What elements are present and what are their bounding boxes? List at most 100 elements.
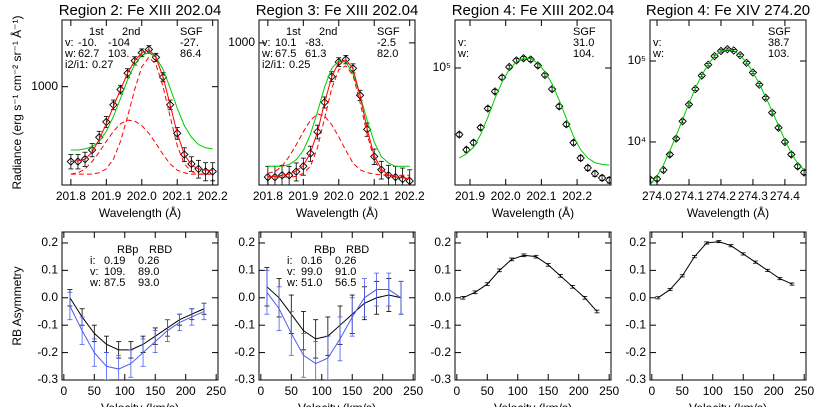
data-point xyxy=(774,123,783,132)
table-value: 0.27 xyxy=(92,59,113,71)
table-value: 62.7 xyxy=(78,48,99,60)
chart-title: Region 4: Fe XIV 274.20 xyxy=(646,2,810,19)
plot-area xyxy=(650,44,806,185)
series-line xyxy=(650,48,805,185)
x-tick-label: 201.9 xyxy=(455,189,485,203)
data-point xyxy=(590,169,600,178)
table-value: 82.0 xyxy=(377,48,398,60)
table-header: RBD xyxy=(346,244,369,256)
data-point xyxy=(723,44,732,54)
y-tick-label: -0.2 xyxy=(625,345,646,359)
data-point xyxy=(597,173,607,183)
y-tick-label: 0.2 xyxy=(629,235,646,249)
y-tick-label: 0.0 xyxy=(434,290,451,304)
table-value: 99.0 xyxy=(301,266,322,278)
table-header: SGF xyxy=(573,26,596,38)
table-value: 103. xyxy=(108,48,129,60)
series-line xyxy=(70,52,213,151)
y-tick-label: -0.1 xyxy=(625,317,646,331)
table-value: -2.5 xyxy=(377,37,396,49)
table-header: SGF xyxy=(768,26,791,38)
x-tick-label: 201.9 xyxy=(91,189,121,203)
series-line xyxy=(267,59,410,180)
table-row-label: w: xyxy=(652,48,664,60)
y-tick-label: 10⁵ xyxy=(433,60,451,74)
table-row-label: v: xyxy=(90,266,99,278)
table-value: 109. xyxy=(104,266,125,278)
table-value: 0.26 xyxy=(138,255,159,267)
x-tick-label: 250 xyxy=(206,384,226,398)
chart-title: Region 4: Fe XIII 202.04 xyxy=(452,2,615,19)
x-tick-label: 201.8 xyxy=(56,189,86,203)
table-value: 103. xyxy=(768,48,789,60)
series-line xyxy=(69,297,205,351)
data-point xyxy=(123,68,132,78)
data-point xyxy=(576,153,585,163)
table-value: 31.0 xyxy=(573,37,594,49)
x-tick-label: 200 xyxy=(569,384,589,398)
x-tick-label: 50 xyxy=(676,384,690,398)
x-tick-label: 202.2 xyxy=(562,189,592,203)
x-axis-label: Velocity (km/s) xyxy=(101,401,179,407)
data-point xyxy=(109,100,118,110)
x-tick-label: 202.2 xyxy=(395,189,425,203)
table-row-label: v: xyxy=(262,37,271,49)
plot-frame xyxy=(649,231,807,381)
x-tick-label: 150 xyxy=(733,384,753,398)
x-tick-label: 200 xyxy=(176,384,196,398)
table-value: -83. xyxy=(305,37,324,49)
table-value: 51.0 xyxy=(301,277,322,289)
data-point xyxy=(187,159,196,169)
y-axis-label: Radiance (erg s⁻¹ cm⁻² sr⁻¹ Å⁻¹) xyxy=(9,15,24,189)
series-line xyxy=(657,241,793,299)
y-axis-label: RB Asymmetry xyxy=(10,266,24,345)
table-value: 91.0 xyxy=(335,266,356,278)
data-point xyxy=(703,60,713,69)
data-point xyxy=(490,87,500,96)
y-tick-label: 0.1 xyxy=(41,263,58,277)
data-point xyxy=(172,129,182,138)
x-tick-label: 50 xyxy=(285,384,299,398)
y-tick-label: 0.0 xyxy=(238,290,255,304)
table-value: 89.0 xyxy=(138,266,159,278)
x-tick-label: 274.3 xyxy=(738,189,768,203)
data-point xyxy=(384,170,393,180)
plot-frame xyxy=(258,19,416,186)
data-point xyxy=(313,127,322,137)
data-point xyxy=(476,123,485,132)
y-tick-label: -0.3 xyxy=(625,372,646,386)
series-line xyxy=(69,305,205,370)
table-value: 93.0 xyxy=(138,277,159,289)
series-line xyxy=(267,113,410,176)
data-point xyxy=(755,80,764,89)
data-point xyxy=(684,100,694,109)
data-point xyxy=(604,175,611,185)
x-tick-label: 202.0 xyxy=(491,189,521,203)
y-tick-label: -0.3 xyxy=(37,372,58,386)
data-point xyxy=(761,93,770,103)
table-value: 0.19 xyxy=(104,255,125,267)
data-point xyxy=(320,98,329,107)
data-point xyxy=(678,117,687,126)
data-point xyxy=(799,168,806,177)
plot-frame xyxy=(649,19,807,186)
series-line xyxy=(462,254,598,312)
y-tick-label: 10⁵ xyxy=(628,53,646,67)
x-tick-label: 100 xyxy=(115,384,135,398)
data-point xyxy=(748,68,758,77)
data-point xyxy=(369,152,379,161)
table-value: 104. xyxy=(573,48,594,60)
y-tick-label: -0.1 xyxy=(37,317,58,331)
table-value: 38.7 xyxy=(768,37,789,49)
data-point xyxy=(512,56,521,65)
data-point xyxy=(180,150,189,159)
table-header: RBD xyxy=(149,244,172,256)
x-tick-label: 0 xyxy=(453,384,460,398)
x-tick-label: 250 xyxy=(599,384,619,398)
plot-frame xyxy=(61,19,219,186)
table-row-label: w: xyxy=(457,48,469,60)
plot-area xyxy=(460,253,600,314)
data-point xyxy=(483,104,493,113)
y-tick-label: 0.0 xyxy=(629,290,646,304)
